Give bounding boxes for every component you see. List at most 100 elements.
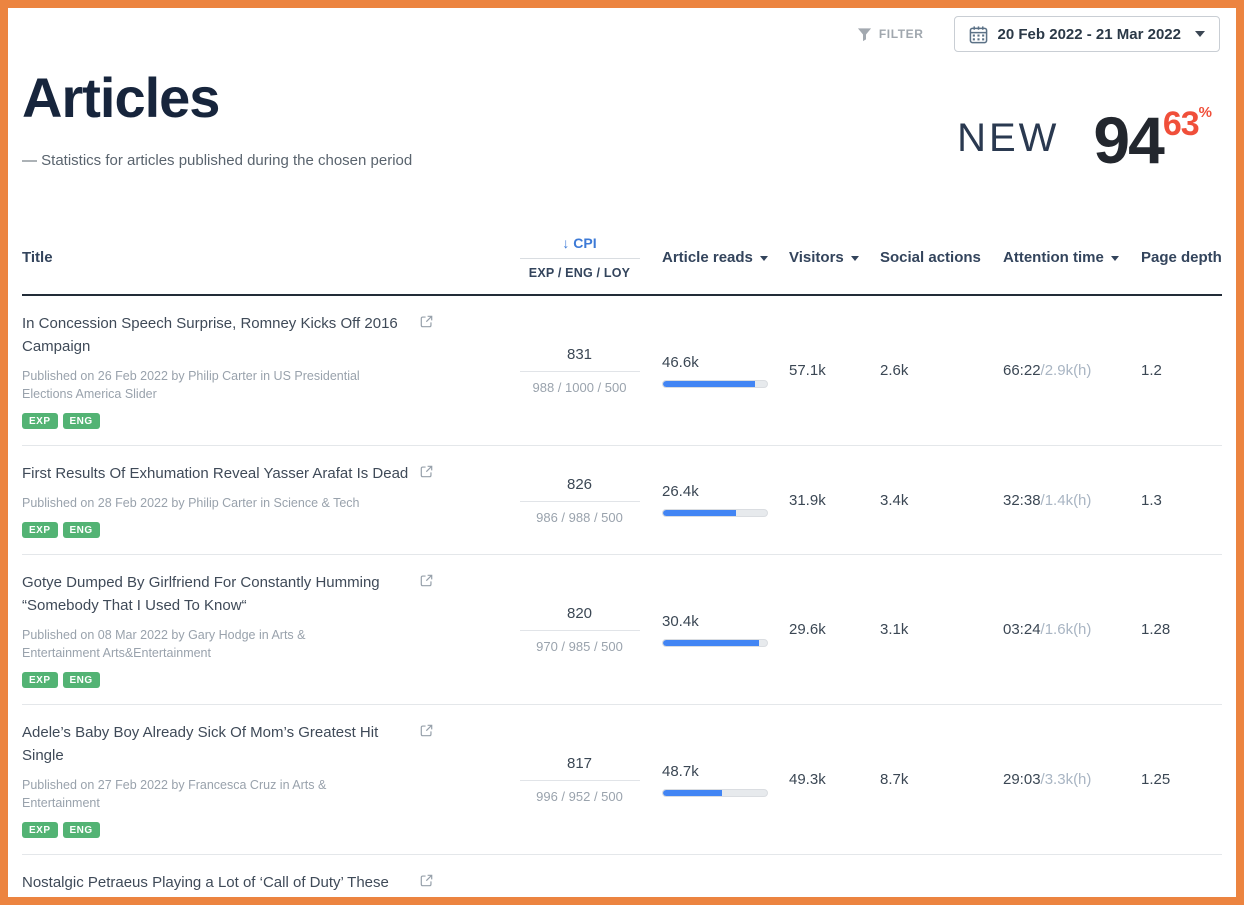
sort-caret-icon [759,256,768,261]
article-reads-value: 46.6k [662,353,699,371]
eng-badge: ENG [62,672,100,688]
reads-progress-fill [663,789,723,796]
topbar: FILTER 20 Feb 2022 - 21 Mar 2022 [857,16,1220,52]
social-actions-value: 3.4k [880,491,909,509]
exp-badge: EXP [22,822,58,838]
column-header-title: Title [22,249,53,266]
reads-progress-fill [663,639,759,646]
attention-time-total: /1.6k(h) [1040,621,1092,638]
percent-sign: % [1198,104,1212,121]
social-actions-label: Social actions [880,249,981,266]
cpi-value: 820 [519,605,640,631]
new-stat-percent: 63 [1162,105,1200,143]
date-range-picker[interactable]: 20 Feb 2022 - 21 Mar 2022 [953,16,1220,52]
filter-button[interactable]: FILTER [857,27,924,42]
visitors-label: Visitors [789,249,844,266]
reads-progress-fill [663,510,736,516]
article-title-link[interactable]: Gotye Dumped By Girlfriend For Constantl… [22,574,380,614]
article-title-cell: Adele’s Baby Boy Already Sick Of Mom’s G… [22,721,512,838]
article-title-cell: Nostalgic Petraeus Playing a Lot of ‘Cal… [22,871,512,897]
cpi-cell: 826 986 / 988 / 500 [519,476,640,525]
page-depth-value: 1.28 [1141,621,1171,638]
exp-badge: EXP [22,522,58,538]
sort-caret-icon [1110,256,1119,261]
published-meta: Published on 27 Feb 2022 by Francesca Cr… [22,778,327,810]
sort-caret-icon [850,256,859,261]
table-row: First Results Of Exhumation Reveal Yasse… [22,446,1222,555]
external-link-icon[interactable] [420,315,433,333]
article-title-link[interactable]: In Concession Speech Surprise, Romney Ki… [22,315,398,355]
cpi-sub-values: 996 / 952 / 500 [536,789,623,804]
attention-time-value: 03:24 [1003,621,1041,638]
article-title-link[interactable]: Nostalgic Petraeus Playing a Lot of ‘Cal… [22,874,389,891]
new-stat-label: NEW [957,116,1060,160]
article-reads-value: 26.4k [662,483,699,500]
badge-group: EXP ENG [22,822,432,838]
cpi-value: 826 [519,476,640,502]
external-link-icon[interactable] [420,724,433,742]
table-row: Adele’s Baby Boy Already Sick Of Mom’s G… [22,705,1222,855]
external-link-icon[interactable] [420,465,433,483]
exp-badge: EXP [22,413,58,429]
article-title-cell: In Concession Speech Surprise, Romney Ki… [22,312,512,429]
eng-badge: ENG [62,822,100,838]
published-meta: Published on 28 Feb 2022 by Philip Carte… [22,496,360,510]
reads-progress-bar [662,509,768,517]
page-title: Articles [22,66,220,129]
heading-block: Articles — Statistics for articles publi… [22,8,1222,170]
column-header-social-actions: Social actions [865,249,988,266]
eng-badge: ENG [62,413,100,429]
external-link-icon[interactable] [420,874,433,892]
attention-time-cell: 03:24/1.6k(h) [988,621,1126,638]
article-reads-cell: 30.4k [647,613,774,647]
badge-group: EXP ENG [22,522,432,538]
cpi-cell: 816 945 / 1000 / 500 [520,896,640,897]
attention-time-cell: 29:03/3.3k(h) [988,771,1126,788]
social-actions-value: 3.1k [880,621,909,638]
social-actions-value: 8.7k [880,771,909,788]
column-header-attention-time[interactable]: Attention time [988,249,1126,266]
article-title-cell: Gotye Dumped By Girlfriend For Constantl… [22,571,512,688]
external-link-icon[interactable] [420,574,433,592]
cpi-value: 816 [520,896,640,897]
cpi-cell: 820 970 / 985 / 500 [519,605,640,654]
attention-time-value: 66:22 [1003,362,1041,379]
article-title-link[interactable]: Adele’s Baby Boy Already Sick Of Mom’s G… [22,724,379,764]
exp-badge: EXP [22,672,58,688]
cpi-sort-button[interactable]: ↓ CPI [519,235,640,259]
attention-time-label: Attention time [1003,249,1104,266]
calendar-icon [969,25,987,43]
cpi-sub-values: 986 / 988 / 500 [536,509,623,525]
column-header-article-reads[interactable]: Article reads [647,249,774,266]
article-reads-cell: 26.4k [647,483,774,517]
page-subtitle: — Statistics for articles published duri… [22,152,413,169]
reads-progress-bar [662,788,768,797]
attention-time-value: 29:03 [1003,771,1041,788]
articles-table: Title ↓ CPI EXP / ENG / LOY Article read… [22,227,1222,897]
chevron-down-icon [1195,31,1205,37]
article-reads-label: Article reads [662,249,753,266]
page-depth-label: Page depth [1141,249,1222,266]
article-reads-cell: 48.7k [647,763,774,797]
attention-time-total: /1.4k(h) [1040,491,1092,509]
new-articles-stat: NEW 9463% [957,104,1212,173]
article-title-link[interactable]: First Results Of Exhumation Reveal Yasse… [22,465,409,482]
date-range-value: 20 Feb 2022 - 21 Mar 2022 [997,25,1181,43]
page-depth-value: 1.3 [1141,491,1162,509]
cpi-cell: 831 988 / 1000 / 500 [519,346,640,395]
cpi-sub-header: EXP / ENG / LOY [528,266,631,280]
funnel-icon [857,27,871,41]
table-row: In Concession Speech Surprise, Romney Ki… [22,296,1222,446]
column-header-visitors[interactable]: Visitors [774,249,865,266]
attention-time-cell: 32:38/1.4k(h) [988,492,1126,509]
filter-label: FILTER [878,27,924,41]
cpi-sub-values: 970 / 985 / 500 [536,639,623,654]
social-actions-value: 2.6k [880,362,909,379]
eng-badge: ENG [62,522,100,538]
articles-page: FILTER 20 Feb 2022 - 21 Mar 2022 [8,8,1236,897]
table-header-row: Title ↓ CPI EXP / ENG / LOY Article read… [22,227,1222,296]
reads-progress-bar [662,379,768,388]
column-header-cpi: ↓ CPI EXP / ENG / LOY [519,235,640,280]
badge-group: EXP ENG [22,672,432,688]
page-depth-value: 1.25 [1141,771,1171,788]
